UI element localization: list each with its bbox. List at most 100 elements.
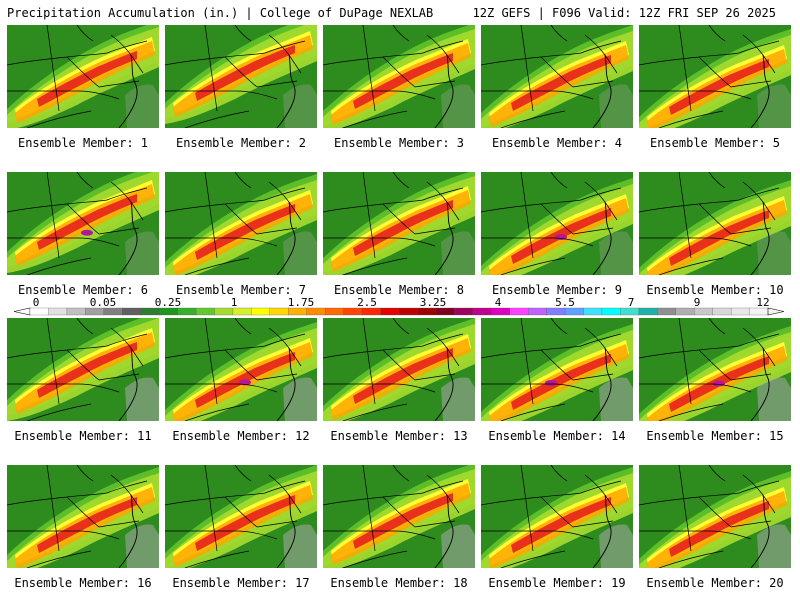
colorbar-swatch xyxy=(251,307,271,316)
state-border xyxy=(540,203,574,235)
state-border xyxy=(414,373,456,381)
state-border xyxy=(224,56,258,88)
colorbar-swatch xyxy=(85,307,105,316)
colorbar-tick-label: 9 xyxy=(694,296,701,309)
state-border xyxy=(46,172,60,259)
colorbar-tick-label: 0.05 xyxy=(90,296,117,309)
colorbar-swatch xyxy=(232,307,252,316)
state-border xyxy=(658,550,724,568)
ensemble-member-label: Ensemble Member: 12 xyxy=(172,429,310,443)
precip-core xyxy=(511,354,611,410)
colorbar-swatch xyxy=(638,307,658,316)
precip-map-svg xyxy=(323,172,475,275)
state-border xyxy=(414,227,456,235)
colorbar-swatch xyxy=(343,307,363,316)
coastline xyxy=(434,347,454,421)
ensemble-member-label: Ensemble Member: 2 xyxy=(175,136,307,150)
state-border xyxy=(256,80,298,88)
colorbar-swatch xyxy=(288,307,308,316)
state-border xyxy=(481,530,594,540)
offshore-shading xyxy=(599,84,633,128)
ensemble-map-panel xyxy=(639,465,791,568)
colorbar-swatch xyxy=(269,307,289,316)
ensemble-member-label: Ensemble Member: 18 xyxy=(330,576,468,590)
state-border xyxy=(658,257,724,275)
colorbar-swatch xyxy=(48,307,68,316)
precip-core xyxy=(195,495,295,551)
coastline xyxy=(434,494,454,568)
offshore-shading xyxy=(441,524,475,568)
precip-core xyxy=(353,348,453,404)
state-border xyxy=(362,172,376,259)
ensemble-map-panel xyxy=(165,172,317,275)
offshore-shading xyxy=(599,524,633,568)
precip-map-svg xyxy=(639,465,791,568)
colorbar-tick-label: 2.5 xyxy=(357,296,377,309)
state-border xyxy=(7,237,120,247)
state-border xyxy=(678,465,692,552)
state-border xyxy=(323,530,436,540)
state-border xyxy=(658,403,724,421)
precip-core xyxy=(37,497,137,553)
colorbar-swatch xyxy=(417,307,437,316)
state-border xyxy=(184,550,250,568)
colorbar-tick-label: 0 xyxy=(33,296,40,309)
ensemble-member-label: Ensemble Member: 4 xyxy=(491,136,623,150)
colorbar-swatch xyxy=(620,307,640,316)
ensemble-member-label: Ensemble Member: 14 xyxy=(488,429,626,443)
state-border xyxy=(323,90,436,100)
precip-core xyxy=(511,55,611,111)
state-border xyxy=(26,110,92,128)
state-border xyxy=(7,383,120,393)
state-border xyxy=(26,403,92,421)
precip-map-svg xyxy=(481,465,633,568)
state-border xyxy=(481,90,594,100)
ensemble-member-label: Ensemble Member: 8 xyxy=(333,283,465,297)
state-border xyxy=(76,25,94,42)
coastline xyxy=(276,494,296,568)
state-border xyxy=(7,90,120,100)
precip-core xyxy=(195,204,295,260)
ensemble-map-panel xyxy=(481,318,633,421)
state-border xyxy=(392,318,410,335)
coastline xyxy=(592,54,612,128)
state-border xyxy=(540,56,574,88)
coastline xyxy=(118,201,138,275)
precip-max-spot xyxy=(713,380,725,387)
colorbar-swatch xyxy=(177,307,197,316)
state-border xyxy=(392,465,410,482)
state-border xyxy=(66,349,100,381)
state-border xyxy=(550,318,568,335)
state-border xyxy=(234,25,252,42)
state-border xyxy=(639,90,752,100)
state-border xyxy=(550,465,568,482)
ensemble-member-label: Ensemble Member: 6 xyxy=(17,283,149,297)
state-border xyxy=(698,56,732,88)
coastline xyxy=(750,494,770,568)
colorbar-tick-label: 7 xyxy=(628,296,635,309)
offshore-shading xyxy=(441,231,475,275)
state-border xyxy=(639,383,752,393)
color-scale-svg: 0 0.05 0.25 1 1.75 2.5 3.25 4 5.5 7 9 12 xyxy=(13,296,785,316)
state-border xyxy=(708,172,726,189)
precip-map-svg xyxy=(639,318,791,421)
offshore-shading xyxy=(125,84,159,128)
state-border xyxy=(382,349,416,381)
header-title: Precipitation Accumulation (in.) | Colle… xyxy=(7,6,434,20)
state-border xyxy=(46,465,60,552)
colorbar-swatch xyxy=(657,307,677,316)
state-border xyxy=(382,203,416,235)
colorbar-swatch xyxy=(509,307,529,316)
state-border xyxy=(414,520,456,528)
offshore-shading xyxy=(283,84,317,128)
offshore-shading xyxy=(757,524,791,568)
colorbar-swatch xyxy=(361,307,382,316)
colorbar-left-arrow xyxy=(13,307,31,316)
state-border xyxy=(500,403,566,421)
state-border xyxy=(7,530,120,540)
state-border xyxy=(342,403,408,421)
colorbar-swatch xyxy=(601,307,621,316)
state-border xyxy=(658,110,724,128)
ensemble-map-panel xyxy=(481,172,633,275)
state-border xyxy=(708,25,726,42)
